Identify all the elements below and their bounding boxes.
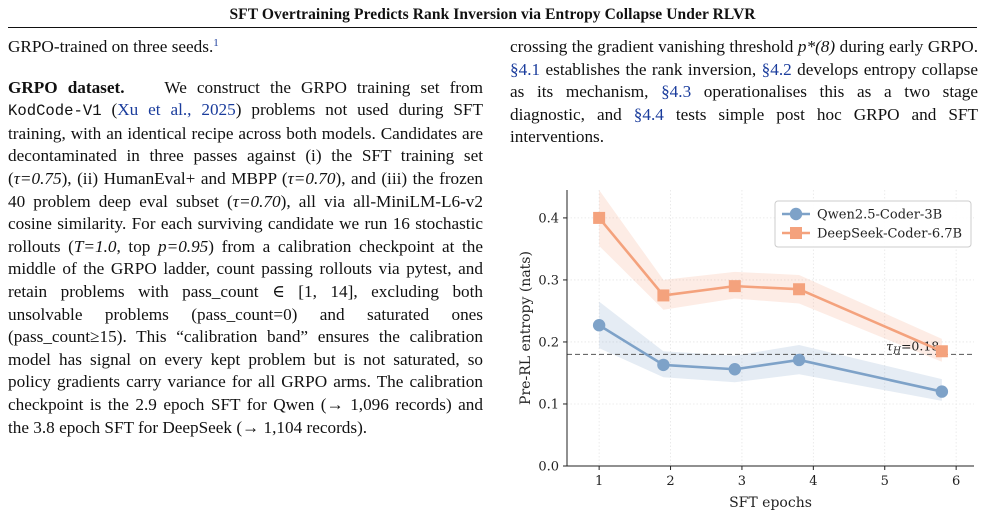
math-top-p: p=0.95 — [158, 236, 209, 256]
y-tick-label: 0.3 — [538, 273, 559, 288]
math-tau: τ=0.70 — [287, 168, 336, 188]
legend-marker — [789, 207, 803, 221]
data-point — [728, 280, 741, 293]
legend-box — [774, 200, 972, 248]
x-tick-label: 6 — [952, 474, 960, 489]
section-ref-4-4[interactable]: §4.4 — [633, 104, 664, 124]
citation-link[interactable]: Xu et al., 2025 — [117, 100, 236, 120]
x-tick-label: 1 — [595, 474, 603, 489]
y-tick-label: 0.2 — [538, 335, 559, 350]
header-rule — [8, 27, 977, 28]
text-run: ) from a calibration checkpoint at the m… — [8, 236, 483, 437]
paragraph-gap — [8, 59, 483, 77]
running-header: SFT Overtraining Predicts Rank Inversion… — [0, 0, 985, 30]
threshold-label: τH=0.18 — [886, 338, 939, 356]
data-point — [935, 345, 948, 358]
text-run: ), all via all-MiniLM-L6-v2 cosine simil… — [8, 191, 483, 256]
data-point — [728, 363, 741, 376]
x-tick-label: 4 — [809, 474, 817, 489]
paragraph-overview: crossing the gradient vanishing threshol… — [510, 36, 978, 149]
text-run: operationalises this as a two stage diag… — [510, 82, 978, 124]
text-run: establishes the rank inversion, — [540, 59, 762, 79]
text-run: ) problems not used during SFT training,… — [8, 100, 483, 188]
continuation-text: GRPO-trained on three seeds. — [8, 37, 214, 56]
math-temperature: T=1.0 — [73, 236, 117, 256]
footnote-marker[interactable]: 1 — [213, 37, 219, 49]
data-point — [593, 211, 606, 224]
y-tick-label: 0.4 — [538, 211, 559, 226]
running-title: SFT Overtraining Predicts Rank Inversion… — [229, 6, 756, 23]
paragraph-grpo-dataset: GRPO dataset. We construct the GRPO trai… — [8, 77, 483, 440]
y-tick-label: 0.1 — [538, 397, 559, 412]
legend-label: Qwen2.5-Coder-3B — [817, 208, 942, 223]
text-run: , top — [116, 236, 158, 256]
data-point — [657, 358, 670, 372]
y-tick-label: 0.0 — [538, 460, 559, 475]
left-column: GRPO-trained on three seeds.1 GRPO datas… — [8, 36, 483, 439]
text-run: We construct the GRPO training set from — [164, 77, 483, 97]
text-run: develops entropy collapse as its mechani… — [510, 59, 978, 102]
math-threshold: p*(8) — [797, 37, 836, 56]
data-point — [793, 283, 806, 296]
text-run: during early GRPO. — [835, 37, 978, 56]
text-run: crossing the gradient vanishing threshol… — [510, 37, 798, 56]
x-tick-label: 5 — [881, 474, 889, 489]
legend-marker — [790, 227, 802, 239]
text-run: ), (ii) HumanEval+ and MBPP ( — [61, 168, 288, 188]
entropy-chart: τH=0.18 1 2 3 4 5 6 0.0 0.1 0.2 0.3 0.4 SFT epochs Pr… — [518, 190, 974, 511]
math-tau: τ=0.75 — [13, 168, 62, 188]
section-ref-4-3[interactable]: §4.3 — [661, 82, 692, 102]
dataset-name: KodCode-V1 — [8, 102, 102, 121]
confidence-band-1 — [599, 190, 942, 362]
x-tick-label: 3 — [738, 474, 746, 489]
data-point — [792, 353, 806, 367]
confidence-band-0 — [599, 301, 942, 401]
text-run: tests simple post hoc GRPO and SFT inter… — [510, 104, 978, 147]
math-tau: τ=0.70 — [232, 191, 281, 211]
entropy-figure: τH=0.18 1 2 3 4 5 6 0.0 0.1 0.2 0.3 0.4 SFT epochs Pr… — [510, 188, 985, 532]
data-point — [657, 289, 670, 302]
y-axis-title: Pre-RL entropy (nats) — [518, 251, 534, 405]
x-axis-title: SFT epochs — [729, 495, 812, 511]
legend-label: DeepSeek-Coder-6.7B — [817, 227, 962, 242]
x-tick-label: 2 — [666, 474, 674, 489]
section-ref-4-2[interactable]: §4.2 — [761, 59, 792, 79]
text-run: ), and (iii) the frozen 40 problem deep … — [8, 168, 483, 211]
right-column: crossing the gradient vanishing threshol… — [510, 36, 978, 149]
text-run: ( — [101, 100, 118, 120]
section-ref-4-1[interactable]: §4.1 — [510, 59, 541, 79]
data-point — [935, 385, 949, 398]
paragraph-heading: GRPO dataset. — [8, 77, 125, 97]
data-point — [592, 319, 606, 332]
paragraph-continuation: GRPO-trained on three seeds.1 — [8, 36, 483, 59]
